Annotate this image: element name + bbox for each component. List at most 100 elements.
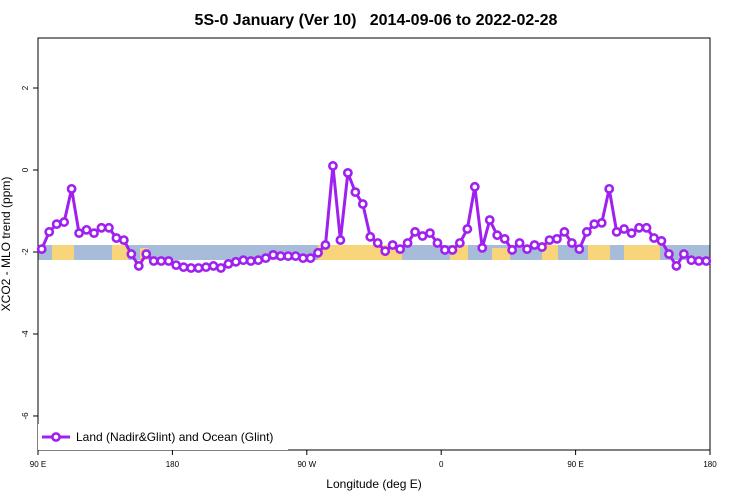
y-tick-label: -4 bbox=[21, 330, 30, 338]
data-point bbox=[216, 263, 226, 273]
data-point bbox=[410, 227, 420, 237]
y-tick-label: 0 bbox=[21, 167, 30, 172]
data-point bbox=[186, 263, 196, 273]
data-point bbox=[148, 256, 159, 266]
data-point bbox=[417, 231, 428, 241]
data-point bbox=[656, 236, 667, 246]
land-band bbox=[492, 248, 510, 260]
data-point bbox=[305, 253, 316, 264]
data-point bbox=[596, 217, 607, 228]
x-tick-label: 180 bbox=[166, 460, 180, 469]
data-point bbox=[574, 244, 585, 255]
data-point bbox=[51, 219, 62, 230]
land-band bbox=[112, 245, 128, 260]
data-point bbox=[66, 183, 77, 194]
x-tick-label: 90 E bbox=[30, 460, 46, 469]
data-point bbox=[126, 249, 137, 259]
data-point bbox=[477, 242, 488, 253]
data-point bbox=[178, 262, 189, 273]
data-point bbox=[619, 224, 630, 234]
data-point bbox=[492, 230, 503, 241]
data-point bbox=[693, 256, 704, 266]
data-point bbox=[268, 249, 279, 260]
data-point bbox=[522, 244, 532, 255]
data-point bbox=[118, 235, 129, 246]
data-point bbox=[350, 187, 361, 198]
data-point bbox=[432, 238, 443, 248]
x-tick-label: 90 E bbox=[567, 460, 583, 469]
x-tick-label: 180 bbox=[703, 460, 717, 469]
data-point bbox=[686, 255, 697, 266]
data-point bbox=[372, 238, 383, 248]
data-point bbox=[537, 242, 547, 252]
data-point bbox=[328, 161, 338, 171]
data-point bbox=[342, 167, 353, 178]
data-point bbox=[96, 222, 107, 233]
data-point bbox=[313, 247, 323, 258]
plot-frame bbox=[37, 37, 711, 451]
y-axis-label: XCO2 - MLO trend (ppm) bbox=[0, 177, 13, 312]
legend-marker bbox=[51, 432, 61, 442]
data-point bbox=[581, 227, 592, 237]
data-point bbox=[425, 228, 435, 239]
data-point bbox=[335, 235, 346, 246]
data-point bbox=[611, 227, 622, 237]
legend: Land (Nadir&Glint) and Ocean (Glint) bbox=[38, 424, 288, 450]
land-band bbox=[52, 245, 74, 260]
data-point bbox=[484, 215, 495, 225]
data-point bbox=[634, 222, 644, 233]
surface-band bbox=[38, 245, 710, 260]
data-point bbox=[320, 240, 331, 250]
data-point bbox=[529, 240, 540, 250]
data-point bbox=[402, 238, 413, 248]
data-point bbox=[649, 233, 659, 243]
data-point bbox=[462, 224, 473, 234]
data-point bbox=[89, 228, 99, 239]
chart-title: 5S-0 January (Ver 10) 2014-09-06 to 2022… bbox=[195, 12, 558, 29]
data-point bbox=[193, 263, 204, 273]
data-point bbox=[74, 228, 84, 239]
land-band bbox=[588, 245, 610, 260]
data-point bbox=[171, 260, 182, 271]
data-point bbox=[678, 249, 689, 259]
data-point bbox=[380, 246, 391, 257]
data-point bbox=[133, 261, 144, 271]
data-point bbox=[283, 251, 294, 261]
data-point bbox=[81, 224, 92, 235]
data-point bbox=[253, 255, 264, 266]
y-tick-label: -6 bbox=[21, 412, 30, 420]
data-point bbox=[604, 183, 615, 194]
data-point bbox=[507, 245, 518, 255]
data-point bbox=[208, 261, 219, 271]
data-point bbox=[238, 255, 249, 266]
x-tick-label: 0 bbox=[439, 460, 444, 469]
data-point bbox=[641, 222, 652, 233]
data-point bbox=[701, 256, 712, 266]
data-point bbox=[387, 240, 398, 250]
data-point bbox=[395, 244, 406, 255]
data-point bbox=[664, 249, 674, 259]
y-tick-label: -2 bbox=[21, 248, 30, 256]
data-point bbox=[440, 245, 450, 255]
data-point bbox=[141, 249, 152, 259]
data-point bbox=[223, 258, 234, 269]
data-point bbox=[499, 233, 510, 244]
data-point bbox=[275, 251, 286, 261]
data-point bbox=[357, 199, 368, 209]
legend-label: Land (Nadir&Glint) and Ocean (Glint) bbox=[76, 430, 273, 444]
data-point bbox=[111, 233, 122, 243]
data-point bbox=[260, 253, 271, 264]
data-point bbox=[469, 181, 480, 192]
x-tick-label: 90 W bbox=[297, 460, 316, 469]
data-point bbox=[454, 238, 465, 248]
data-point bbox=[245, 256, 256, 266]
data-point bbox=[559, 227, 570, 237]
data-point bbox=[447, 245, 458, 255]
data-point bbox=[104, 222, 114, 233]
data-point bbox=[156, 256, 167, 266]
data-point bbox=[230, 256, 241, 267]
data-point bbox=[44, 227, 55, 237]
data-point bbox=[566, 238, 577, 248]
data-point bbox=[163, 256, 174, 266]
